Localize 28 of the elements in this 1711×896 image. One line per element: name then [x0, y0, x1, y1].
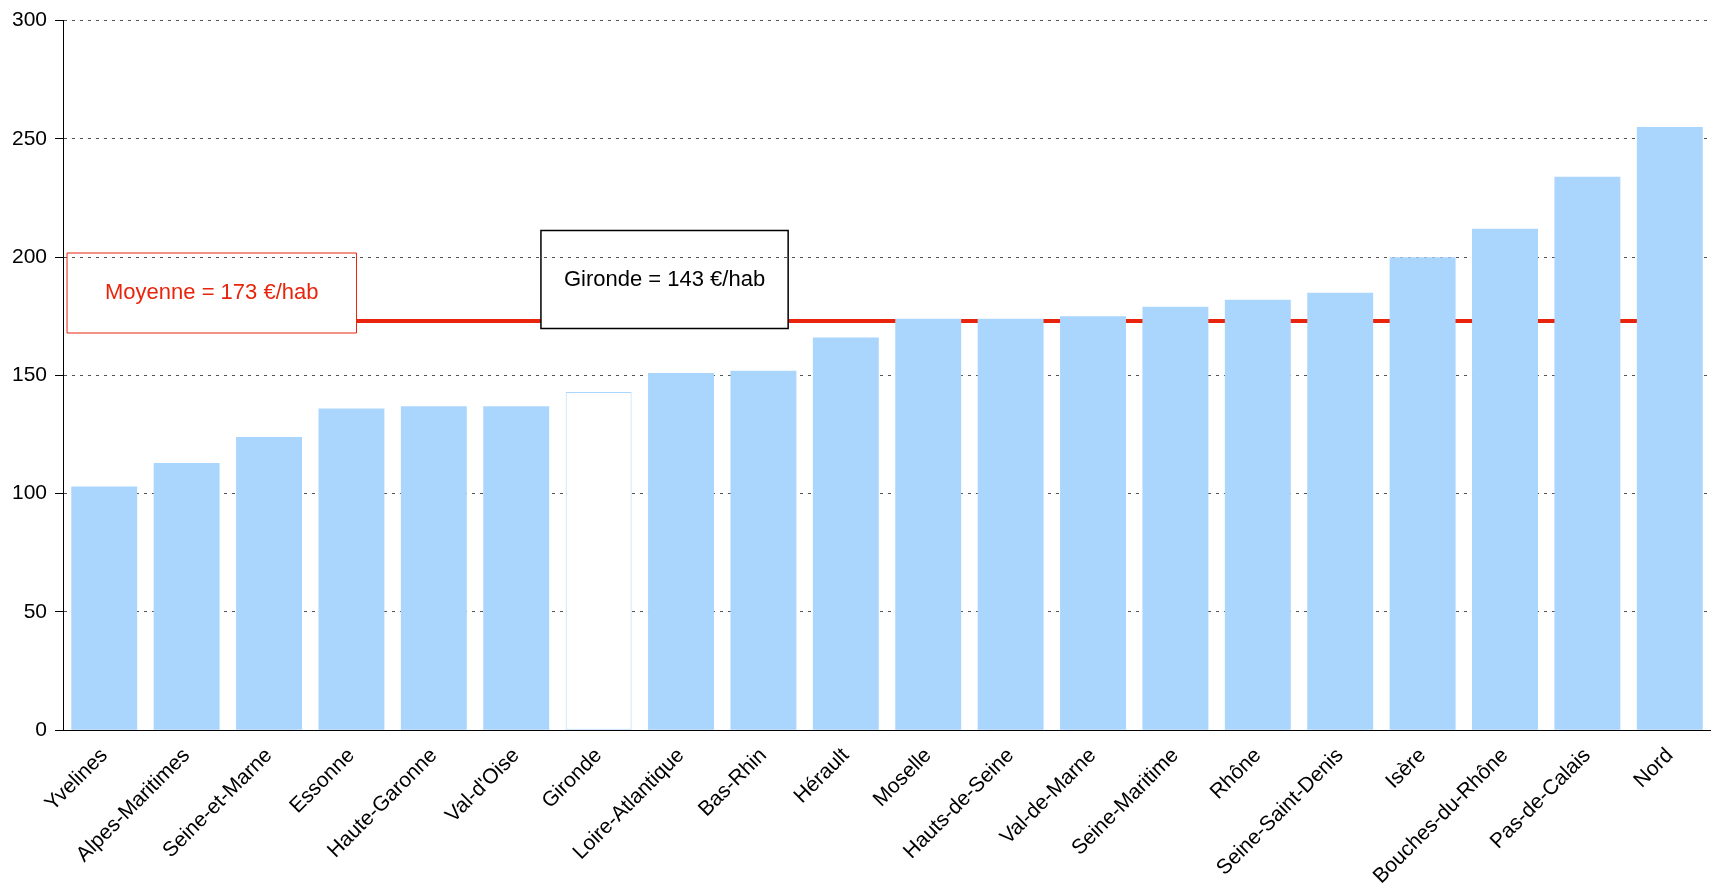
bar [236, 436, 302, 730]
bar [1472, 228, 1538, 730]
bar [318, 408, 385, 730]
bar [1224, 299, 1291, 730]
bar [71, 486, 138, 730]
y-tick-label: 0 [35, 717, 48, 741]
annotation: Gironde = 143 €/hab [563, 265, 766, 291]
y-tick-label: 200 [11, 243, 48, 267]
y-tick-label: 100 [11, 480, 48, 504]
y-tick-label: 300 [11, 7, 48, 31]
bar [1554, 176, 1621, 730]
y-tick-label: 150 [11, 362, 48, 386]
y-tick-label: 250 [11, 125, 48, 149]
bar [1060, 316, 1126, 730]
y-tick-label: 50 [23, 598, 48, 622]
bar [730, 370, 797, 730]
bar [483, 406, 550, 730]
bar [895, 318, 962, 730]
bar [648, 373, 714, 730]
bar [153, 462, 220, 730]
bar [1389, 257, 1456, 730]
bar [1307, 292, 1374, 730]
bar [400, 406, 467, 730]
bar [1142, 306, 1209, 730]
bar [977, 318, 1044, 730]
ref-line-label: Moyenne = 173 €/hab [105, 279, 319, 305]
bar [812, 337, 879, 730]
bar [1636, 127, 1703, 730]
